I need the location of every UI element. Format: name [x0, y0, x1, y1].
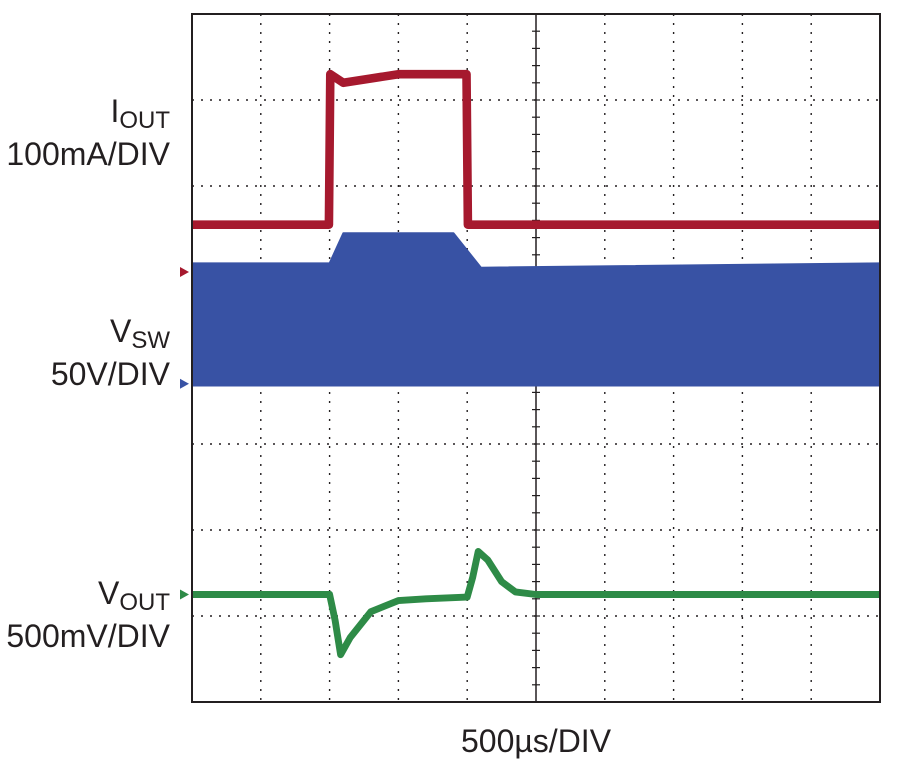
channel-name-subscript: OUT: [119, 589, 170, 616]
channel-scale-label: 100mA/DIV: [6, 136, 170, 172]
channel-scale-label: 500mV/DIV: [6, 618, 170, 654]
channel-name-subscript: OUT: [119, 107, 170, 134]
channel-name-subscript: SW: [131, 327, 170, 354]
channel-markers: [180, 267, 189, 600]
channel-zero-marker: [180, 267, 189, 277]
vsw-trace: [191, 232, 881, 387]
channel-name-main: V: [98, 575, 120, 611]
channel-zero-marker: [180, 378, 189, 389]
channel-name-label: VSW: [110, 313, 170, 354]
channel-zero-marker: [180, 589, 189, 600]
plot-frame: [191, 13, 881, 703]
traces: [191, 69, 881, 659]
x-axis-label: 500µs/DIV: [461, 723, 612, 759]
iout-trace: [192, 69, 880, 229]
channel-scale-label: 50V/DIV: [51, 356, 171, 392]
channel-name-label: IOUT: [110, 93, 170, 134]
channel-name-main: I: [110, 93, 119, 129]
channel-name-label: VOUT: [98, 575, 170, 616]
channel-name-main: V: [110, 313, 132, 349]
vout-trace: [192, 548, 880, 659]
